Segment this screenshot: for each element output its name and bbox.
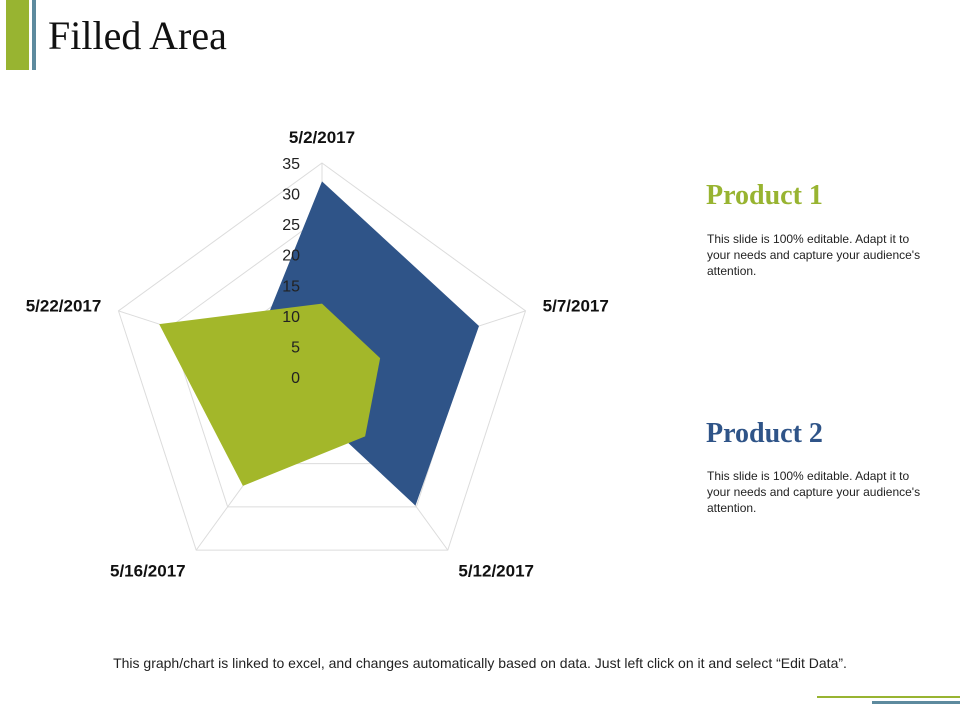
- radial-tick-label: 20: [282, 248, 300, 265]
- category-labels: 5/2/2017 5/7/2017 5/12/2017 5/16/2017 5/22/2…: [26, 128, 609, 581]
- title-accent-bar-blue: [32, 0, 36, 70]
- category-label: 5/12/2017: [458, 562, 534, 581]
- radial-tick-label: 5: [291, 339, 300, 356]
- radial-tick-label: 35: [282, 156, 300, 173]
- legend-description-product-2: This slide is 100% editable. Adapt it to…: [707, 469, 921, 515]
- category-label: 5/7/2017: [543, 296, 609, 315]
- slide-title: Filled Area: [48, 13, 227, 58]
- radial-tick-label: 0: [291, 370, 300, 387]
- radar-area-product-2: [252, 181, 480, 506]
- footer-line-blue: [872, 701, 960, 704]
- legend-title-product-2: Product 2: [706, 418, 823, 449]
- title-accent-bar-green: [6, 0, 29, 70]
- radar-grid-ring: [117, 162, 527, 551]
- radial-tick-labels: 0 5 10 15 20 25 30 35: [282, 156, 300, 387]
- legend-description-product-1: This slide is 100% editable. Adapt it to…: [707, 232, 921, 278]
- legend-title-product-1: Product 1: [706, 180, 823, 211]
- footnote: This graph/chart is linked to excel, and…: [113, 655, 847, 671]
- category-label: 5/22/2017: [26, 296, 102, 315]
- radar-area-product-1: [159, 303, 381, 486]
- radial-tick-label: 25: [282, 217, 300, 234]
- radar-series-areas: [159, 181, 480, 506]
- category-label: 5/2/2017: [289, 128, 355, 147]
- footer-line-green: [817, 696, 960, 698]
- radial-tick-label: 15: [282, 278, 300, 295]
- category-label: 5/16/2017: [110, 562, 186, 581]
- radial-tick-label: 10: [282, 309, 300, 326]
- radial-tick-label: 30: [282, 187, 300, 204]
